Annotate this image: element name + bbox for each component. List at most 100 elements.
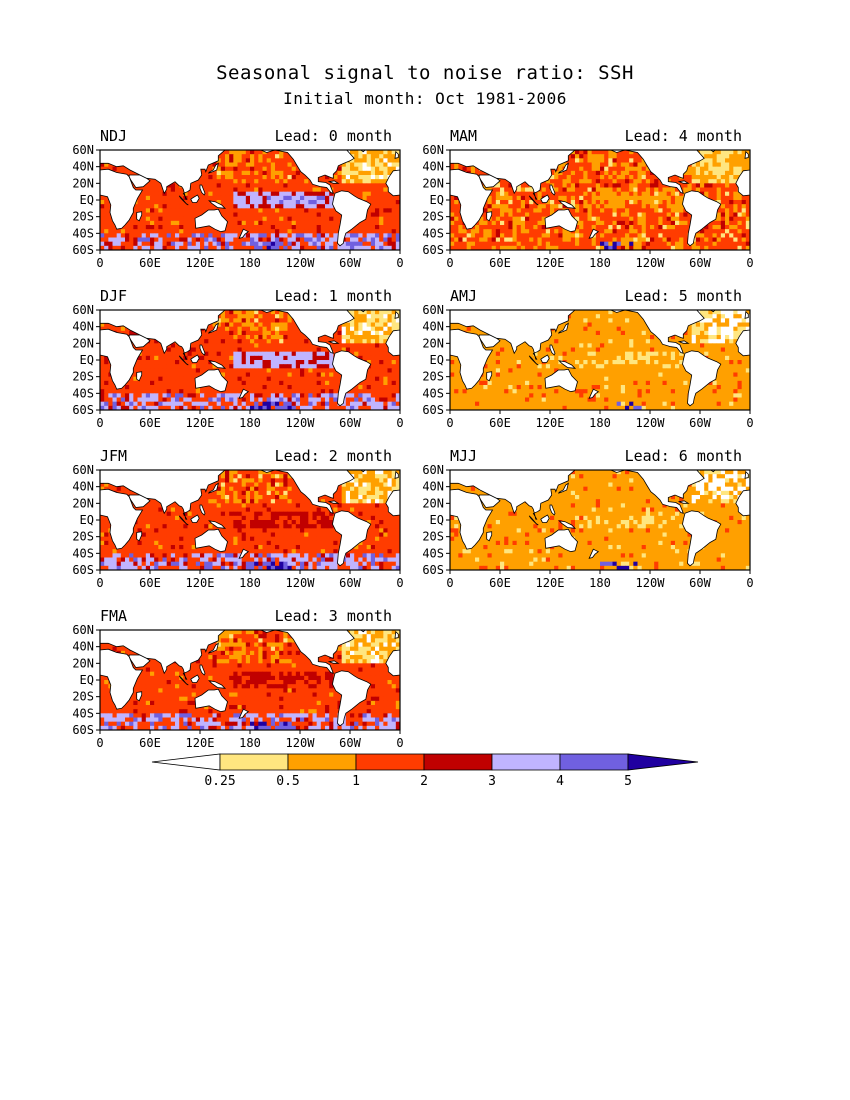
field-cell <box>375 166 380 172</box>
field-cell <box>333 545 338 550</box>
field-cell <box>316 241 322 247</box>
field-cell <box>245 486 251 492</box>
field-cell <box>245 322 251 328</box>
field-cell <box>200 389 205 394</box>
field-cell <box>291 503 297 508</box>
field-cell <box>187 195 193 201</box>
field-cell <box>300 540 305 546</box>
field-cell <box>333 335 338 340</box>
field-cell <box>262 532 268 538</box>
field-cell <box>270 385 276 390</box>
field-cell <box>287 368 293 373</box>
field-cell <box>295 351 301 357</box>
field-cell <box>216 187 222 193</box>
field-cell <box>291 393 297 398</box>
field-cell <box>379 166 384 172</box>
field-cell <box>383 191 388 197</box>
field-cell <box>316 200 322 205</box>
field-cell <box>225 511 230 517</box>
field-cell <box>379 343 384 348</box>
field-cell <box>220 175 226 180</box>
field-cell <box>379 397 384 403</box>
field-cell <box>258 490 263 496</box>
field-cell <box>245 532 251 538</box>
land-mass <box>199 184 206 196</box>
field-cell <box>100 233 105 238</box>
field-cell <box>220 162 226 168</box>
field-cell <box>154 212 159 218</box>
field-cell <box>225 401 230 407</box>
field-cell <box>216 200 222 205</box>
x-tick-label: 0 <box>396 256 403 270</box>
field-cell <box>358 229 363 234</box>
field-cell <box>237 499 243 504</box>
field-cell <box>200 368 205 373</box>
field-cell <box>154 532 159 538</box>
field-cell <box>283 385 288 390</box>
field-cell <box>204 397 209 403</box>
field-cell <box>220 393 226 398</box>
field-cell <box>137 241 143 247</box>
field-cell <box>220 511 226 517</box>
field-cell <box>279 310 284 315</box>
field-cell <box>337 335 343 340</box>
field-cell <box>241 540 247 546</box>
field-cell <box>204 187 209 193</box>
field-cell <box>204 515 209 521</box>
field-cell <box>279 478 284 483</box>
field-cell <box>145 220 151 226</box>
field-cell <box>241 195 247 201</box>
field-cell <box>162 233 168 238</box>
field-cell <box>270 212 276 218</box>
field-cell <box>291 170 297 176</box>
field-cell <box>258 532 263 538</box>
field-cell <box>150 220 155 226</box>
field-cell <box>166 368 172 373</box>
field-cell <box>150 204 155 209</box>
field-cell <box>237 536 243 542</box>
field-cell <box>391 229 397 234</box>
field-cell <box>266 183 272 188</box>
field-cell <box>100 364 105 369</box>
field-cell <box>366 503 372 508</box>
field-cell <box>145 536 151 542</box>
field-cell <box>279 241 284 247</box>
field-cell <box>341 183 347 188</box>
field-cell <box>291 208 297 213</box>
field-cell <box>158 355 163 361</box>
field-cell <box>170 507 176 513</box>
field-cell <box>266 208 272 213</box>
field-cell <box>358 310 363 315</box>
field-cell <box>245 225 251 230</box>
field-cell <box>379 245 384 251</box>
field-cell <box>233 158 238 163</box>
field-cell <box>391 241 397 247</box>
field-cell <box>312 511 318 517</box>
field-cell <box>208 347 213 353</box>
field-cell <box>354 470 359 475</box>
field-cell <box>170 536 176 542</box>
field-cell <box>375 158 380 163</box>
field-cell <box>250 241 255 247</box>
field-cell <box>254 474 259 479</box>
field-cell <box>241 216 247 222</box>
field-cell <box>287 195 293 201</box>
field-cell <box>241 376 247 382</box>
field-cell <box>245 310 251 315</box>
field-cell <box>395 158 401 163</box>
field-cell <box>170 376 176 382</box>
field-cell <box>350 158 355 163</box>
field-cell <box>229 216 234 222</box>
field-cell <box>383 233 388 238</box>
field-cell <box>379 511 384 517</box>
field-cell <box>345 245 351 251</box>
field-cell <box>162 524 168 529</box>
field-cell <box>154 503 159 508</box>
field-cell <box>204 495 209 500</box>
field-cell <box>366 486 372 492</box>
field-cell <box>279 326 284 332</box>
field-cell <box>150 343 155 348</box>
field-cell <box>258 335 263 340</box>
field-cell <box>258 322 263 328</box>
field-cell <box>304 225 309 230</box>
